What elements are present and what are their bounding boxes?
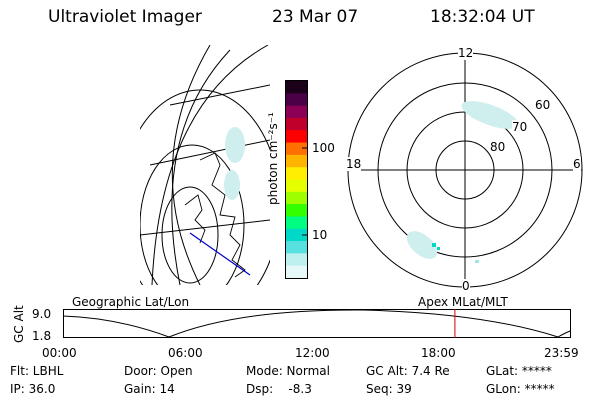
instrument-title: Ultraviolet Imager [48, 7, 202, 27]
colorbar-unit-label: photon cm⁻²s⁻¹ [266, 112, 280, 205]
coastline [199, 152, 246, 278]
glon-status: GLon: ***** [486, 382, 555, 396]
parallel-line [149, 139, 270, 166]
mlt-label-18: 18 [346, 157, 362, 171]
geographic-map [140, 45, 270, 285]
aurora-emission [406, 101, 519, 263]
colorbar-stripe [286, 130, 307, 144]
track-line [189, 232, 251, 276]
colorbar-stripe [286, 191, 307, 205]
latitude-circle [161, 186, 219, 284]
colorbar [285, 80, 308, 279]
timeline-x-tick: 23:59 [544, 346, 579, 360]
mlt-label-6: 6 [573, 157, 581, 171]
colorbar-stripe [286, 105, 307, 119]
glat-status: GLat: ***** [486, 364, 552, 378]
latitude-circle [140, 89, 270, 285]
observation-date: 23 Mar 07 [272, 7, 359, 27]
parallel-line [140, 219, 270, 236]
timeline-x-tick: 18:00 [421, 346, 456, 360]
colorbar-stripe [286, 265, 307, 279]
gc-alt-status: GC Alt: 7.4 Re [366, 364, 450, 378]
colorbar-stripe [286, 253, 307, 267]
colorbar-frame [285, 80, 308, 279]
aurora-emission [224, 127, 245, 200]
colorbar-stripe [286, 167, 307, 180]
gain-status: Gain: 14 [124, 382, 175, 396]
colorbar-tick-label: 10 [312, 228, 328, 242]
coastline [184, 194, 206, 244]
door-status: Door: Open [124, 364, 193, 378]
timeline-x-tick: 00:00 [42, 346, 77, 360]
timeline-right-label: Apex MLat/MLT [418, 295, 508, 309]
colorbar-stripe [286, 228, 307, 242]
colorbar-stripe [286, 204, 307, 217]
meridian-line [171, 45, 211, 285]
latitude-circle [140, 144, 245, 285]
altitude-timeline [63, 309, 571, 338]
timeline-x-tick: 12:00 [295, 346, 330, 360]
colorbar-stripe [286, 142, 307, 156]
timeline-x-tick: 06:00 [168, 346, 203, 360]
timeline-left-label: Geographic Lat/Lon [72, 295, 190, 309]
limb-arc [151, 45, 269, 285]
ip-status: IP: 36.0 [10, 382, 56, 396]
meridian-line [171, 49, 231, 285]
dsp-status: Dsp: -8.3 [246, 382, 312, 396]
colorbar-stripe [286, 93, 307, 107]
timeline-y-axis-label: GC Alt [12, 305, 26, 343]
colorbar-stripe [286, 81, 307, 94]
mode-status: Mode: Normal [246, 364, 330, 378]
observation-time: 18:32:04 UT [430, 7, 535, 27]
timeline-y-tick: 9.0 [32, 307, 52, 321]
lat-label-60: 60 [535, 98, 551, 112]
mlt-label-0: 0 [462, 279, 470, 293]
colorbar-stripe [286, 117, 307, 131]
timeline-frame [63, 309, 571, 338]
timeline-y-tick: 1.8 [32, 329, 52, 343]
colorbar-stripe [286, 154, 307, 168]
lat-label-70: 70 [512, 120, 528, 134]
seq-status: Seq: 39 [366, 382, 412, 396]
parallel-line [169, 84, 270, 106]
altitude-curve [63, 309, 571, 338]
polar-plot [347, 52, 583, 288]
colorbar-tick-label: 100 [312, 141, 335, 155]
mlt-label-12: 12 [458, 46, 474, 60]
colorbar-stripe [286, 241, 307, 254]
colorbar-stripe [286, 179, 307, 193]
lat-label-80: 80 [490, 140, 506, 154]
colorbar-stripe [286, 216, 307, 230]
filter-status: Flt: LBHL [10, 364, 64, 378]
